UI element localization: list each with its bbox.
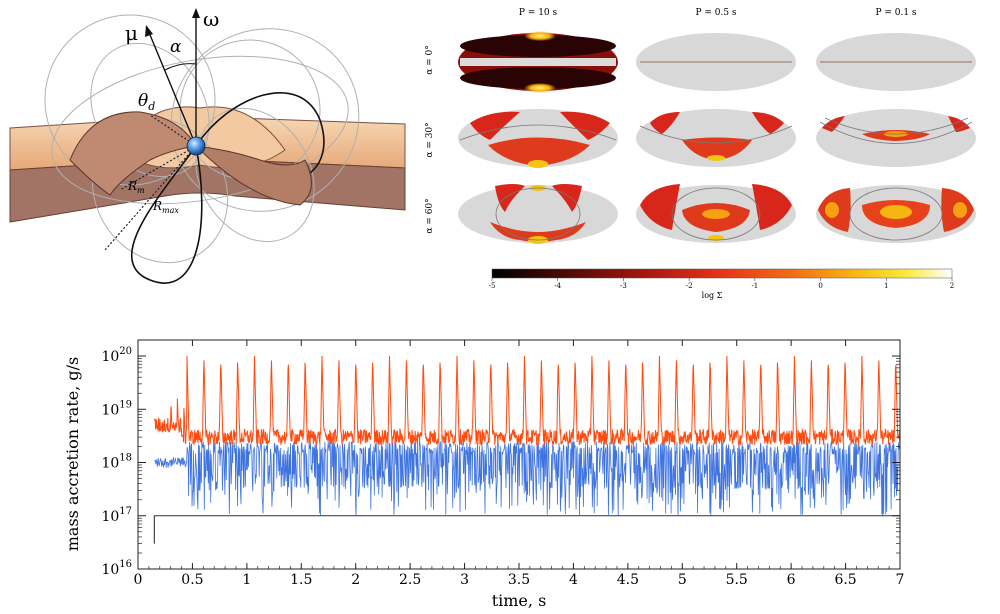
map-r1-c3 (816, 33, 976, 91)
x-tick-label: 1 (242, 572, 251, 588)
accretion-curtain-left (69, 111, 197, 196)
colorbar-tick-label: -5 (489, 282, 496, 290)
x-tick-label: 3 (460, 572, 469, 588)
x-axis-label: time, s (492, 591, 547, 610)
row-title-1: α = 0° (425, 45, 435, 75)
series-layer (153, 355, 901, 544)
alpha-arc (164, 63, 197, 71)
y-axis: 1016 1017 1018 1019 1020 (101, 346, 900, 578)
series-red-line (153, 355, 901, 447)
row-title-2: α = 30° (425, 122, 435, 157)
magnetosphere-diagram: μ ω α θd Rm Rmax (9, 7, 406, 284)
col-title-2: P = 0.5 s (695, 8, 736, 18)
y-axis-label: mass accretion rate, g/s (63, 357, 82, 551)
colorbar-label: log Σ (702, 291, 723, 300)
x-axis: 0 0.5 1 1.5 2 2.5 3 3.5 4 4.5 5 5.5 6 6.5 7 (134, 340, 905, 588)
alpha-label: α (170, 37, 182, 57)
map-r2-c1 (458, 109, 618, 168)
x-tick-label: 7 (896, 572, 905, 588)
x-tick-label: 0.5 (181, 572, 203, 588)
omega-label: ω (203, 7, 219, 31)
colorbar (491, 268, 953, 279)
x-tick-label: 6 (787, 572, 796, 588)
map-r3-c1 (458, 184, 618, 244)
x-tick-label: 5.5 (726, 572, 748, 588)
rmax-label: Rmax (152, 199, 179, 215)
x-tick-label: 0 (134, 572, 143, 588)
mu-label: μ (125, 21, 138, 45)
colorbar-tick-label: 2 (950, 282, 954, 290)
map-r1-c1 (458, 31, 618, 93)
map-r3-c2 (636, 184, 796, 243)
map-r3-c3 (816, 185, 976, 243)
x-tick-label: 6.5 (834, 572, 856, 588)
x-tick-label: 1.5 (290, 572, 312, 588)
map-r2-c3 (816, 109, 976, 167)
rm-line (119, 145, 197, 191)
row-title-3: α = 60° (425, 198, 435, 233)
colorbar-tick-label: 0 (818, 282, 822, 290)
neutron-star-icon (186, 136, 206, 156)
x-tick-label: 4 (569, 572, 578, 588)
series-black-line (153, 515, 900, 544)
colorbar-tick-label: -1 (751, 282, 758, 290)
x-tick-label: 2 (351, 572, 360, 588)
accretion-rate-chart: 0 0.5 1 1.5 2 2.5 3 3.5 4 4.5 5 5.5 6 6.5 7 1016101710… (63, 339, 905, 610)
surface-density-maps: P = 10 s P = 0.5 s P = 0.1 s α = 0° α = … (425, 8, 976, 300)
colorbar-tick-label: -4 (554, 282, 561, 290)
omega-arrow-icon (192, 8, 200, 18)
x-tick-label: 5 (678, 572, 687, 588)
rmax-line (104, 145, 197, 251)
theta-label: θd (138, 91, 155, 113)
y-tick-label: 1020 (101, 346, 132, 365)
rm-label: Rm (127, 179, 145, 195)
series-blue-line (154, 439, 901, 516)
colorbar-tick-label: -2 (686, 282, 693, 290)
accretion-curtain-right (194, 145, 312, 206)
colorbar-tick-label: 1 (884, 282, 888, 290)
x-tick-label: 2.5 (399, 572, 421, 588)
map-r1-c2 (636, 33, 796, 91)
x-tick-label: 3.5 (508, 572, 530, 588)
y-tick-label: 1019 (101, 399, 132, 418)
colorbar-ticks: -5 -4 -3 -2 -1 0 1 2 (489, 278, 954, 290)
mu-arrow-icon (145, 25, 153, 37)
x-tick-label: 4.5 (617, 572, 639, 588)
y-tick-label: 1017 (101, 506, 132, 525)
y-tick-label: 1018 (101, 453, 132, 472)
mu-axis (147, 29, 197, 147)
col-title-1: P = 10 s (519, 8, 558, 18)
map-r2-c2 (636, 109, 796, 167)
col-title-3: P = 0.1 s (875, 8, 916, 18)
colorbar-tick-label: -3 (620, 282, 627, 290)
y-tick-label: 1016 (101, 559, 132, 578)
